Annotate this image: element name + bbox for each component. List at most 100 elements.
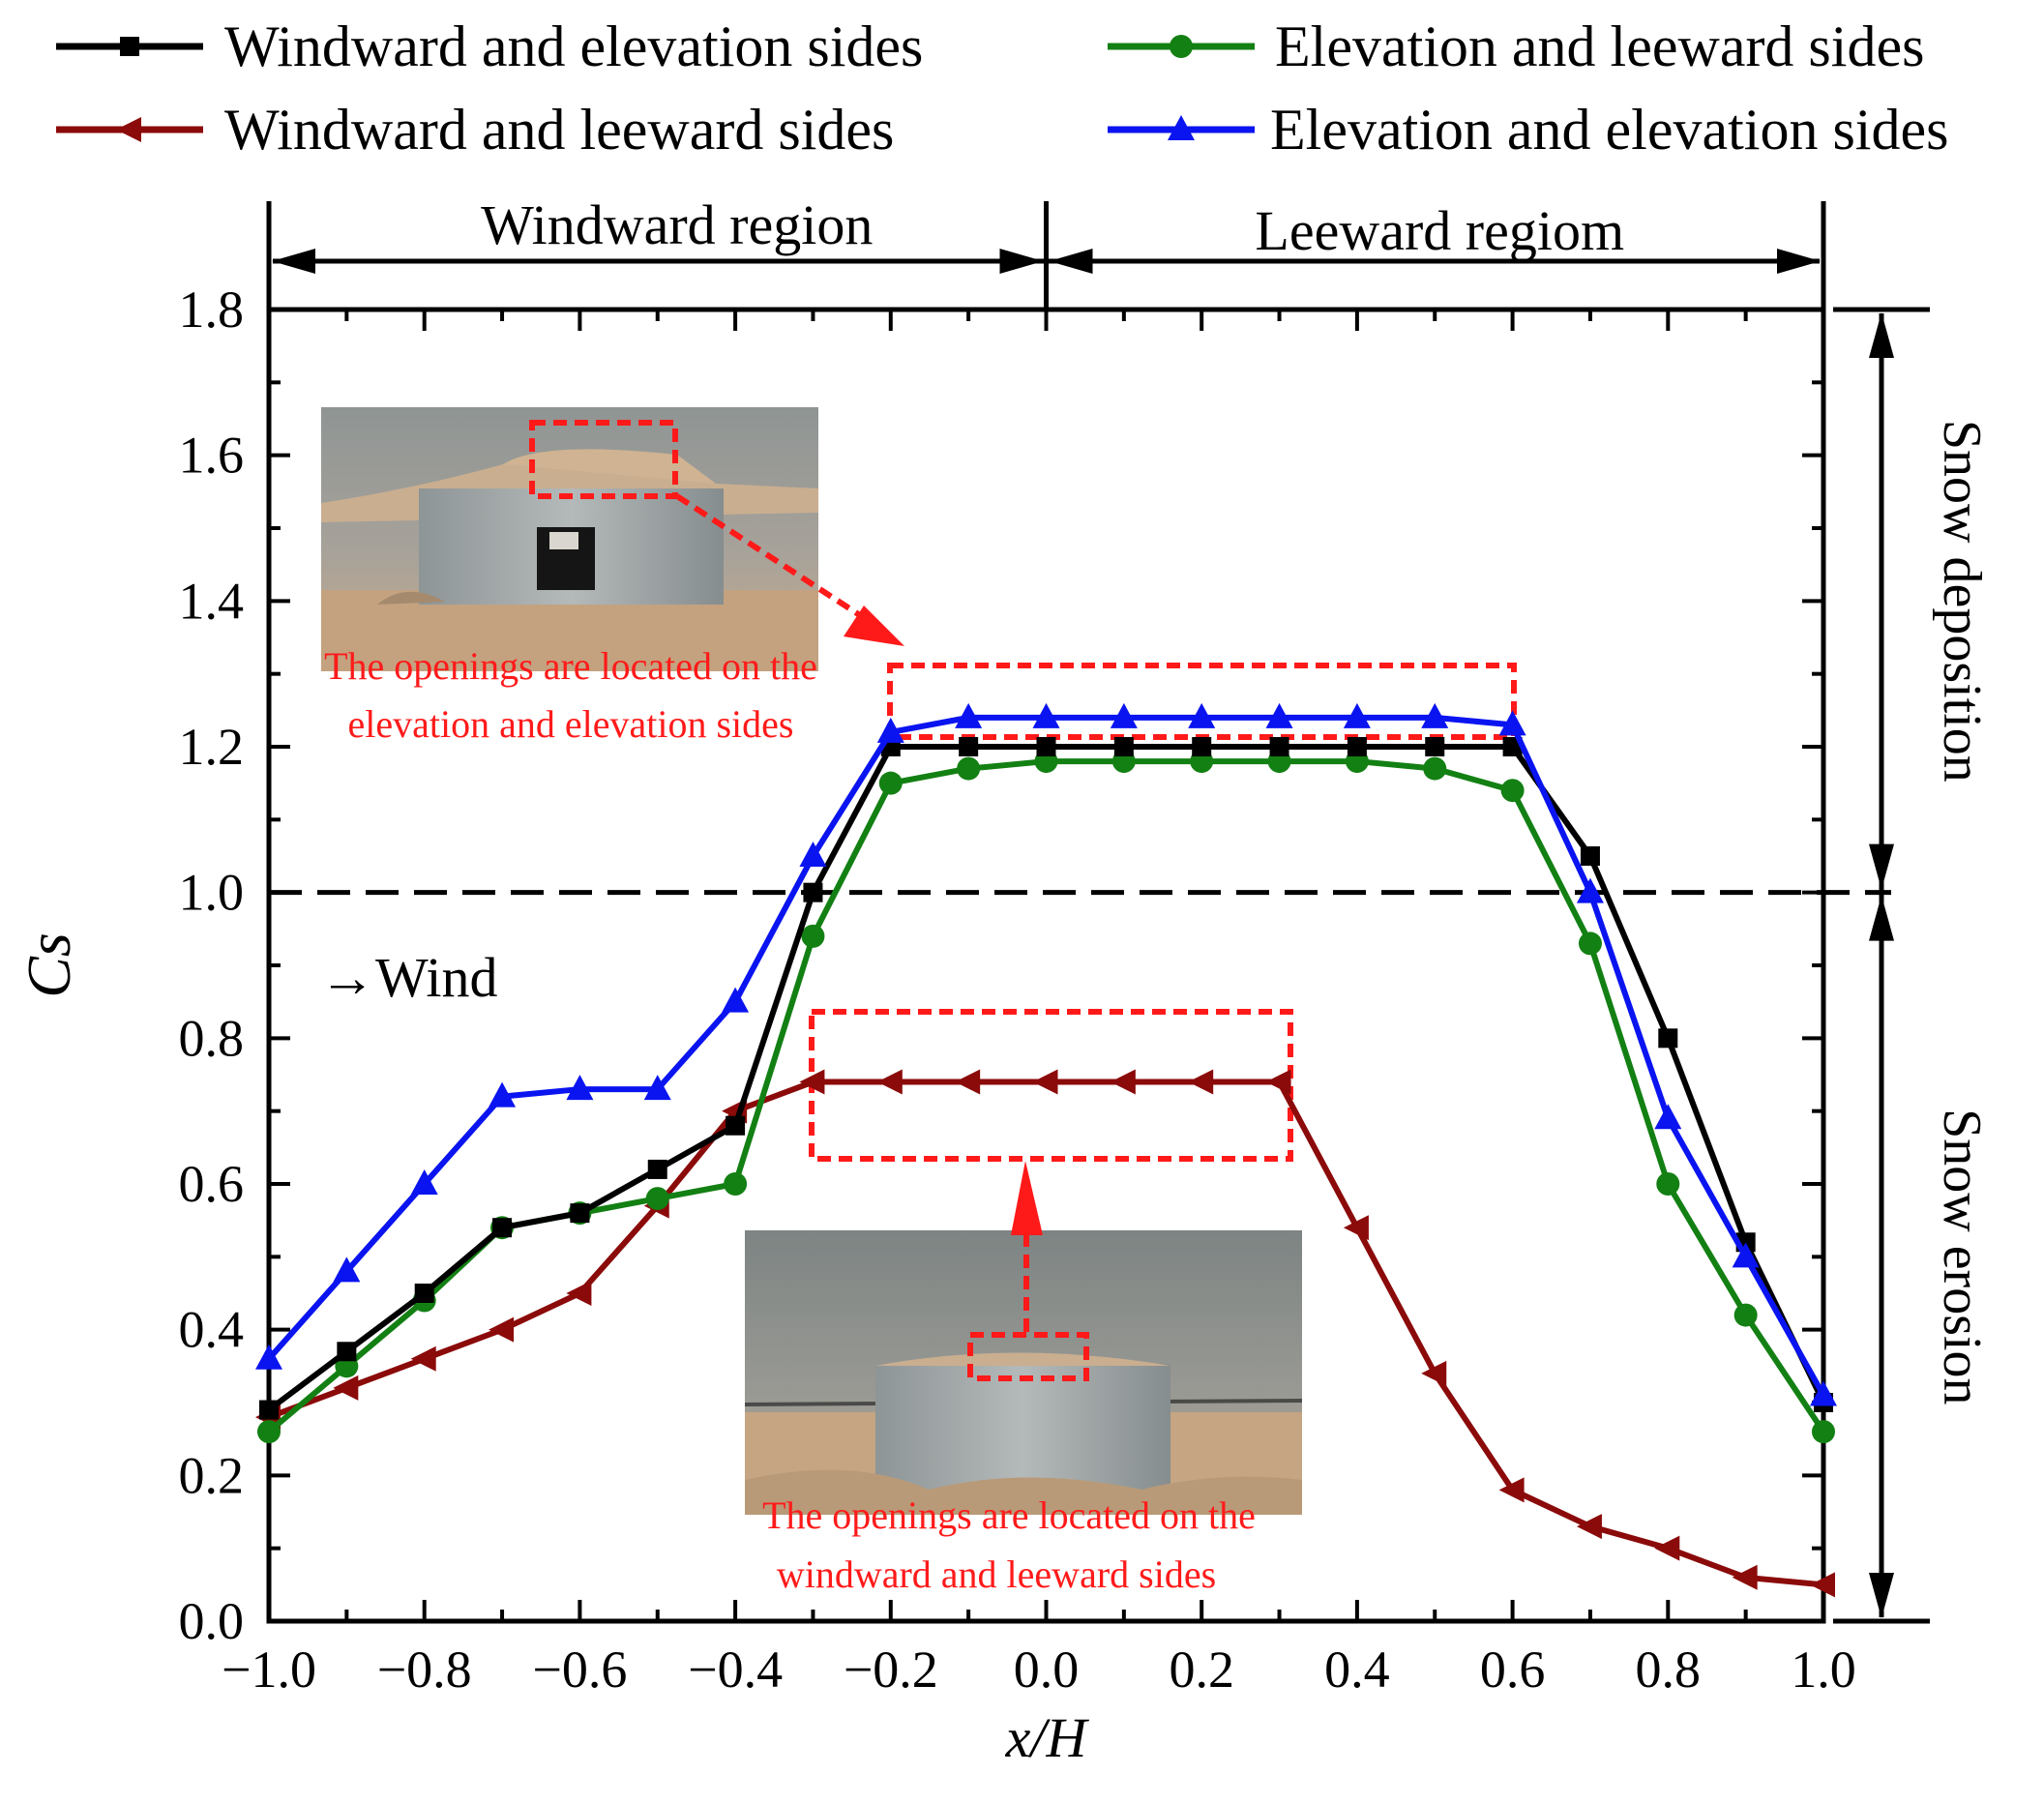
data-point: [1347, 737, 1367, 756]
data-point: [1110, 702, 1138, 728]
data-point: [955, 702, 983, 728]
data-point: [333, 1256, 361, 1283]
side-arrow-top: [1869, 312, 1894, 358]
region-arrow-right: [1777, 249, 1821, 274]
legend-item: Elevation and leeward sides: [1108, 15, 1924, 78]
data-point: [410, 1345, 436, 1372]
note-windward-line2: windward and leeward sides: [777, 1552, 1216, 1596]
legend-item: Windward and elevation sides: [56, 15, 923, 78]
windward-region-label: Windward region: [481, 193, 873, 256]
data-point: [492, 1218, 513, 1238]
side-arrow-bottom: [1869, 1573, 1894, 1618]
chart-dynamic-layer: −1.0 −0.8 −0.6 −0.4 −0.2 0.0 0.2 0.4 0.6 0.8 1.0 0.…: [15, 15, 1992, 1769]
data-point: [1500, 779, 1525, 803]
data-point: [1343, 1215, 1369, 1241]
data-point: [1654, 1104, 1682, 1130]
y-tick-label: 1.4: [179, 572, 245, 630]
leeward-region-label: Leeward regiom: [1255, 199, 1624, 262]
data-point: [1654, 1535, 1680, 1561]
data-point: [957, 756, 981, 781]
data-point: [566, 1281, 592, 1306]
data-point: [1812, 1420, 1835, 1444]
legend-label: Elevation and leeward sides: [1275, 15, 1924, 78]
wind-label: →Wind: [319, 946, 498, 1009]
data-point: [333, 1374, 359, 1401]
data-point: [1810, 1380, 1837, 1406]
data-point: [489, 1081, 517, 1108]
data-point: [801, 924, 825, 948]
legend-item: Windward and leeward sides: [56, 98, 894, 162]
photo1-highlight-box: [529, 420, 678, 499]
data-point: [414, 1284, 434, 1303]
data-point: [726, 1115, 746, 1136]
legend-marker: [1168, 115, 1195, 140]
side-arrow-mid-down: [1869, 895, 1894, 941]
data-point: [1421, 1360, 1447, 1386]
y-tick-label: 0.8: [179, 1009, 245, 1067]
data-point: [1732, 1242, 1760, 1268]
data-point: [647, 1159, 667, 1179]
data-point: [1110, 1069, 1136, 1095]
data-point: [1580, 846, 1600, 866]
y-tick-label: 0.0: [179, 1592, 245, 1650]
y-tick-label: 1.0: [179, 864, 245, 922]
side-arrow-mid-up: [1869, 843, 1894, 890]
series-2: [255, 1069, 1835, 1598]
x-tick-label: 1.0: [1791, 1640, 1856, 1699]
data-point: [1265, 702, 1293, 728]
data-point: [1658, 1028, 1678, 1049]
legend-marker: [116, 117, 141, 142]
legend-item: Elevation and elevation sides: [1108, 98, 1948, 162]
data-point: [1425, 737, 1445, 756]
photo2-highlight-box: [967, 1332, 1089, 1381]
data-point: [803, 882, 823, 902]
x-tick-label: −0.2: [844, 1640, 938, 1699]
data-point: [337, 1342, 357, 1362]
data-point: [1498, 1477, 1525, 1503]
note-elevation-line2: elevation and elevation sides: [348, 702, 794, 746]
data-point: [1192, 737, 1212, 756]
y-tick-label: 0.6: [179, 1155, 245, 1213]
y-tick-label: 0.2: [179, 1446, 245, 1504]
legend-marker: [120, 37, 139, 56]
data-point: [1113, 737, 1134, 756]
region-arrow-mid-right: [1049, 249, 1093, 274]
legend-label: Windward and leeward sides: [224, 98, 894, 162]
x-tick-label: 0.6: [1480, 1640, 1546, 1699]
data-point: [1733, 1303, 1758, 1327]
data-point: [722, 987, 750, 1013]
data-point: [1421, 702, 1449, 728]
data-point: [1188, 1069, 1214, 1095]
data-point: [959, 737, 979, 756]
photo1-arrow-head: [844, 606, 904, 646]
data-point: [1732, 1564, 1758, 1590]
y-tick-label: 1.8: [179, 281, 245, 339]
legend-label: Windward and elevation sides: [224, 15, 923, 78]
legend-label: Elevation and elevation sides: [1270, 98, 1948, 162]
data-point: [643, 1075, 671, 1101]
data-point: [1423, 756, 1447, 781]
snow-erosion-label: Snow erosion: [1932, 1108, 1992, 1404]
data-point: [257, 1420, 281, 1444]
data-point: [566, 1075, 594, 1101]
data-point: [878, 771, 903, 795]
data-point: [255, 1344, 282, 1370]
data-point: [1269, 737, 1289, 756]
legend-marker: [1170, 35, 1193, 58]
snow-deposition-label: Snow deposition: [1932, 420, 1992, 783]
data-point: [955, 1069, 981, 1095]
data-point: [799, 1069, 825, 1095]
note-elevation-line1: The openings are located on the: [324, 644, 817, 688]
data-point: [876, 717, 904, 743]
y-tick-label: 1.2: [179, 718, 245, 776]
data-point: [1188, 702, 1216, 728]
data-point: [1343, 702, 1371, 728]
data-point: [1498, 710, 1526, 736]
data-point: [570, 1203, 590, 1224]
x-tick-label: −1.0: [222, 1640, 316, 1699]
photo-inset-elevation: [321, 407, 818, 671]
x-tick-label: 0.2: [1169, 1640, 1234, 1699]
data-point: [1265, 1069, 1291, 1095]
